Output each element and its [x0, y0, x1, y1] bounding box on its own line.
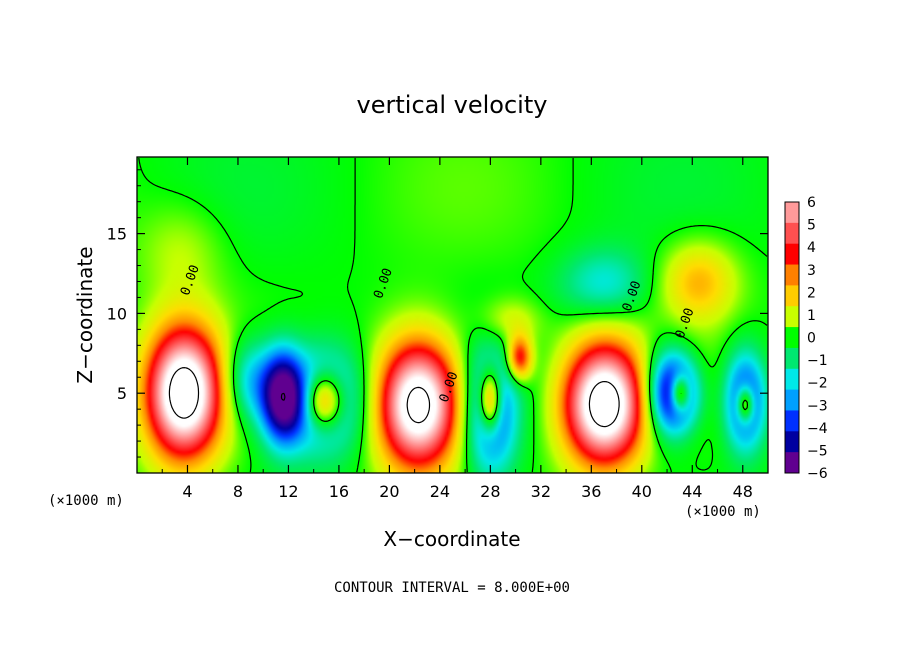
- colorbar-tick-label-1: 5: [807, 218, 816, 234]
- x-tick-label-16: 16: [329, 482, 349, 501]
- colorbar-swatch-7: [785, 347, 799, 370]
- colorbar-swatch-11: [785, 431, 799, 453]
- x-tick-label-20: 20: [379, 482, 399, 501]
- colorbar-tick-label-10: −4: [807, 421, 828, 437]
- colorbar-swatch-3: [785, 264, 799, 286]
- colorbar-swatch-12: [785, 452, 799, 474]
- x-tick-label-28: 28: [480, 482, 500, 501]
- colorbar-tick-label-2: 4: [807, 240, 816, 256]
- colorbar-frame: [784, 201, 800, 474]
- x-tick-label-32: 32: [531, 482, 551, 501]
- x-tick-label-48: 48: [733, 482, 753, 501]
- plot-frame: [136, 156, 769, 474]
- y-tick-label-10: 10: [107, 304, 127, 323]
- colorbar-tick-label-12: −6: [807, 466, 828, 482]
- y-axis-ticks: 5 10 15: [107, 169, 768, 458]
- colorbar-tick-label-9: −3: [807, 398, 828, 414]
- colorbar-swatch-6: [785, 327, 799, 349]
- contour-interval-footer: CONTOUR INTERVAL = 8.000E+00: [334, 580, 570, 596]
- colorbar-swatch-0: [785, 202, 799, 224]
- contour-lines: [138, 157, 768, 473]
- colorbar-swatch-10: [785, 410, 799, 432]
- x-tick-label-12: 12: [278, 482, 298, 501]
- x-tick-label-4: 4: [182, 482, 192, 501]
- colorbar-swatch-4: [785, 285, 799, 307]
- colorbar-tick-label-11: −5: [807, 443, 828, 459]
- x-tick-label-40: 40: [632, 482, 652, 501]
- colorbar-swatch-9: [785, 389, 799, 411]
- colorbar: 6 5 4 3 2 1 0 −1 −2 −3 −4 −5 −6: [784, 195, 828, 482]
- y-axis-label: Z−coordinate: [73, 246, 97, 383]
- x-axis-label: X−coordinate: [383, 527, 520, 551]
- colorbar-swatch-5: [785, 306, 799, 328]
- x-tick-label-44: 44: [682, 482, 702, 501]
- y-tick-label-5: 5: [117, 384, 127, 403]
- colorbar-tick-label-7: −1: [807, 353, 828, 369]
- colorbar-swatch-2: [785, 243, 799, 266]
- colorbar-tick-label-4: 2: [807, 285, 816, 301]
- x-unit-label-left: (×1000 m): [48, 493, 124, 509]
- x-unit-label-right: (×1000 m): [685, 504, 761, 520]
- colorbar-tick-label-8: −2: [807, 376, 828, 392]
- contour-zero: [138, 157, 768, 473]
- colorbar-tick-label-0: 6: [807, 195, 816, 211]
- colorbar-tick-label-3: 3: [807, 263, 816, 279]
- x-tick-label-36: 36: [581, 482, 601, 501]
- x-tick-label-8: 8: [233, 482, 243, 501]
- colorbar-swatch-8: [785, 368, 799, 391]
- contour-minus-8: [280, 392, 286, 401]
- plot-area: 0.00 0.000.000.000.00 4 8 12 16 20 24 28 32 36 40 4…: [107, 156, 769, 501]
- x-tick-label-24: 24: [430, 482, 450, 501]
- colorbar-tick-label-6: 0: [807, 331, 816, 347]
- contour-plus-8: [168, 367, 620, 428]
- colorbar-swatch-1: [785, 222, 799, 245]
- velocity-field: [137, 157, 768, 473]
- chart-title: vertical velocity: [357, 91, 548, 119]
- x-axis-ticks: 4 8 12 16 20 24 28 32 36 40 44 48: [161, 157, 753, 501]
- y-tick-label-15: 15: [107, 225, 127, 244]
- colorbar-tick-label-5: 1: [807, 308, 816, 324]
